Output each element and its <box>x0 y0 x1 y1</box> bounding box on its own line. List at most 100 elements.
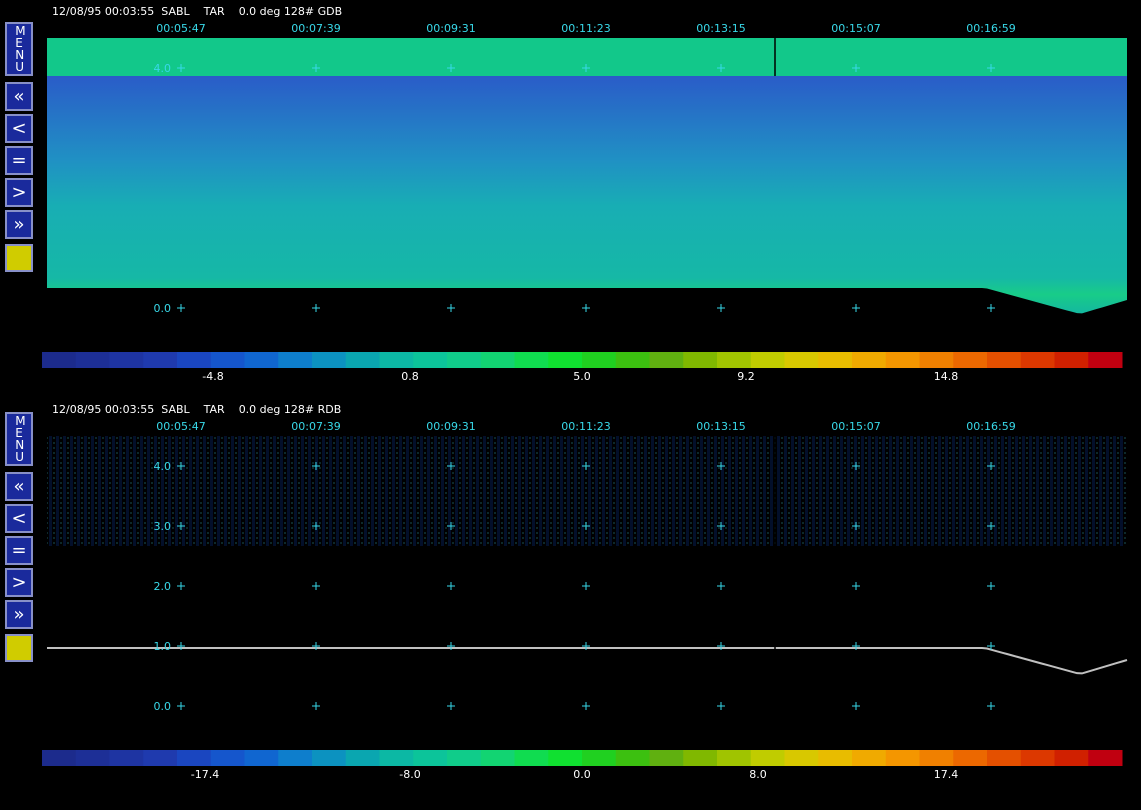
grid-cross <box>177 462 185 470</box>
grid-cross <box>312 304 320 312</box>
colorbar-cell <box>683 352 718 368</box>
nav-button[interactable]: » <box>5 600 33 629</box>
colorbar-cell <box>818 352 853 368</box>
time-label: 00:16:59 <box>966 22 1015 35</box>
colorbar-cell <box>919 750 954 766</box>
grid-cross <box>717 64 725 72</box>
grid-cross <box>717 642 725 650</box>
time-label: 00:05:47 <box>156 22 205 35</box>
colorbar-cell <box>413 352 448 368</box>
grid-cross <box>447 642 455 650</box>
nav-button[interactable]: « <box>5 472 33 501</box>
nav-button[interactable]: = <box>5 536 33 565</box>
colorbar-cell <box>953 750 988 766</box>
height-label: 4.0 <box>154 62 172 75</box>
grid-cross <box>447 304 455 312</box>
button-label: MENU <box>15 24 26 74</box>
colorbar-label: 17.4 <box>934 768 959 781</box>
colorbar-cell <box>615 352 650 368</box>
colorbar-cell <box>345 352 380 368</box>
nav-button[interactable]: > <box>5 568 33 597</box>
height-label: 0.0 <box>154 302 172 315</box>
grid-cross <box>717 304 725 312</box>
grid-cross <box>447 462 455 470</box>
colorbar-cell <box>447 352 482 368</box>
grid-cross <box>852 582 860 590</box>
grid-cross <box>582 64 590 72</box>
colorbar-cell <box>750 352 785 368</box>
button-label: > <box>11 182 27 203</box>
button-label: » <box>13 214 25 235</box>
grid-cross <box>852 304 860 312</box>
time-label: 00:07:39 <box>291 22 340 35</box>
grid-cross <box>177 522 185 530</box>
grid-cross <box>447 64 455 72</box>
colorbar-label: -8.0 <box>399 768 420 781</box>
time-label: 00:05:47 <box>156 420 205 433</box>
colorbar-cell <box>109 352 144 368</box>
colorbar-label: -4.8 <box>202 370 223 383</box>
grid-cross <box>717 702 725 710</box>
nav-button[interactable]: = <box>5 146 33 175</box>
height-label: 3.0 <box>154 520 172 533</box>
grid-cross <box>582 702 590 710</box>
panel-header: 12/08/95 00:03:55 SABL TAR 0.0 deg 128# … <box>52 403 341 416</box>
colorbar-cell <box>852 750 887 766</box>
grid-cross <box>312 64 320 72</box>
colorbar-cell <box>649 750 684 766</box>
time-label: 00:11:23 <box>561 420 610 433</box>
grid-cross <box>447 582 455 590</box>
time-label: 00:15:07 <box>831 22 880 35</box>
nav-button[interactable]: » <box>5 210 33 239</box>
grid-cross <box>177 582 185 590</box>
menu-button[interactable]: MENU <box>5 22 33 76</box>
colorbar-cell <box>717 352 752 368</box>
button-label: < <box>11 118 27 139</box>
grid-cross <box>312 582 320 590</box>
grid-cross <box>447 522 455 530</box>
color-button[interactable] <box>5 634 33 662</box>
panel-header: 12/08/95 00:03:55 SABL TAR 0.0 deg 128# … <box>52 5 342 18</box>
colorbar-cell <box>143 352 178 368</box>
colorbar-cell <box>582 750 617 766</box>
colorbar-cell <box>1088 352 1123 368</box>
colorbar-cell <box>683 750 718 766</box>
echo-texture <box>47 436 1127 546</box>
colorbar-cell <box>582 352 617 368</box>
nav-button[interactable]: < <box>5 114 33 143</box>
grid-cross <box>312 702 320 710</box>
time-label: 00:16:59 <box>966 420 1015 433</box>
grid-cross <box>177 702 185 710</box>
ground-line <box>47 647 1128 675</box>
color-button[interactable] <box>5 244 33 272</box>
time-label: 00:09:31 <box>426 22 475 35</box>
time-label: 00:13:15 <box>696 420 745 433</box>
height-label: 1.0 <box>154 640 172 653</box>
height-label: 2.0 <box>154 580 172 593</box>
colorbar-cell <box>919 352 954 368</box>
colorbar-label: 9.2 <box>737 370 755 383</box>
nav-button[interactable]: < <box>5 504 33 533</box>
colorbar-cell <box>1054 352 1089 368</box>
grid-cross <box>312 642 320 650</box>
grid-cross <box>177 64 185 72</box>
grid-cross <box>582 304 590 312</box>
grid-cross <box>987 522 995 530</box>
nav-button[interactable]: > <box>5 178 33 207</box>
colorbar-cell <box>42 750 77 766</box>
height-label: 4.0 <box>154 460 172 473</box>
colorbar-label: 5.0 <box>573 370 591 383</box>
button-label: > <box>11 572 27 593</box>
menu-button[interactable]: MENU <box>5 412 33 466</box>
grid-cross <box>987 702 995 710</box>
colorbar-cell <box>750 750 785 766</box>
grid-cross <box>177 304 185 312</box>
grid-cross <box>312 462 320 470</box>
button-label: MENU <box>15 414 26 464</box>
grid-cross <box>852 522 860 530</box>
colorbar-cell <box>379 352 414 368</box>
echo-field <box>47 76 1127 314</box>
nav-button[interactable]: « <box>5 82 33 111</box>
colorbar-cell <box>345 750 380 766</box>
